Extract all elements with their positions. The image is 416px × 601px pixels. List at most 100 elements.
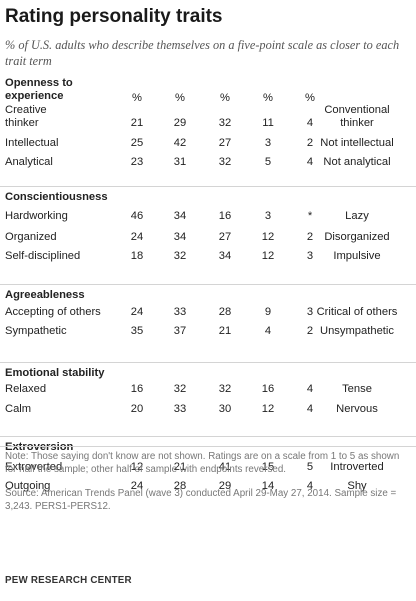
chart-title: Rating personality traits [5,6,223,27]
row-label-left: Organized [5,231,57,243]
cell-value: 32 [218,156,232,168]
group-header: Extroversion [5,441,74,453]
row-label-right: Lazy [345,210,369,222]
cell-value: 32 [218,117,232,129]
row-label-left: Sympathetic [5,325,67,337]
row-label-right: Conventional [324,104,390,116]
cell-value: 21 [218,325,232,337]
cell-value: 29 [173,117,187,129]
chart-subtitle: % of U.S. adults who describe themselves… [5,38,400,68]
cell-value: 25 [130,137,144,149]
cell-value: 32 [173,250,187,262]
row-label-left: Accepting of others [5,306,101,318]
cell-value: 9 [264,306,272,318]
column-header: % [263,92,273,104]
column-header: % [220,92,230,104]
row-label-right: Introverted [330,461,384,473]
cell-value: 46 [130,210,144,222]
cell-value: 4 [306,480,314,492]
cell-value: 24 [130,306,144,318]
cell-value: 34 [173,210,187,222]
row-label-right: Not intellectual [320,137,394,149]
cell-value: 28 [173,480,187,492]
cell-value: 33 [173,306,187,318]
cell-value: 27 [218,231,232,243]
source-text: Source: American Trends Panel (wave 3) c… [5,488,397,512]
cell-value: 29 [218,480,232,492]
cell-value: 23 [130,156,144,168]
cell-value: 37 [173,325,187,337]
row-label-right: Not analytical [323,156,391,168]
cell-value: 33 [173,403,187,415]
row-label-right: Shy [347,480,367,492]
cell-value: 3 [264,137,272,149]
row-label-right: Tense [342,383,372,395]
cell-value: 12 [261,403,275,415]
cell-value: 11 [262,117,274,129]
cell-value: 21 [173,461,187,473]
row-label-left: Analytical [5,156,53,168]
cell-value: 32 [218,383,232,395]
row-label-right: Critical of others [316,306,398,318]
group-header: Openness to [5,77,73,89]
cell-value: 4 [264,325,272,337]
cell-value: 15 [261,461,275,473]
group-header: experience [5,90,64,102]
row-label-left: Outgoing [5,480,51,492]
row-label-left: Calm [5,403,32,415]
cell-value: 5 [264,156,272,168]
cell-value: 12 [130,461,144,473]
column-header: % [132,92,142,104]
row-label-left: Creative [5,104,47,116]
cell-value: 16 [130,383,144,395]
row-label-right: Disorganized [324,231,390,243]
cell-value: 18 [130,250,144,262]
row-label-left: Extroverted [5,461,63,473]
group-header: Agreeableness [5,289,85,301]
cell-value: 34 [173,231,187,243]
cell-value: 20 [130,403,144,415]
group-header: Conscientiousness [5,191,108,203]
section-divider [0,362,416,363]
cell-value: 16 [261,383,275,395]
row-label-left: Hardworking [5,210,68,222]
row-label-left: Intellectual [5,137,59,149]
footer-brand: PEW RESEARCH CENTER [5,575,132,586]
cell-value: * [307,210,313,222]
cell-value: 5 [306,461,314,473]
column-header: % [175,92,185,104]
cell-value: 42 [173,137,187,149]
cell-value: 4 [306,383,314,395]
cell-value: 16 [218,210,232,222]
cell-value: 2 [306,137,314,149]
row-label-right: Nervous [336,403,378,415]
section-divider [0,436,416,437]
cell-value: 4 [306,156,314,168]
note-text: Note: Those saying don't know are not sh… [5,451,400,475]
cell-value: 2 [306,231,314,243]
cell-value: 31 [173,156,187,168]
cell-value: 12 [261,231,275,243]
cell-value: 3 [306,250,314,262]
cell-value: 41 [218,461,232,473]
cell-value: 30 [218,403,232,415]
cell-value: 21 [130,117,144,129]
row-label-right: Impulsive [333,250,381,262]
cell-value: 14 [261,480,275,492]
cell-value: 3 [306,306,314,318]
row-label-left: Relaxed [5,383,47,395]
cell-value: 12 [261,250,275,262]
cell-value: 28 [218,306,232,318]
cell-value: 35 [130,325,144,337]
section-divider [0,284,416,285]
cell-value: 4 [306,117,314,129]
row-label-left: thinker [5,117,39,129]
cell-value: 32 [173,383,187,395]
cell-value: 24 [130,480,144,492]
cell-value: 4 [306,403,314,415]
cell-value: 34 [218,250,232,262]
section-divider [0,186,416,187]
cell-value: 3 [264,210,272,222]
group-header: Emotional stability [5,367,105,379]
row-label-right: thinker [340,117,374,129]
